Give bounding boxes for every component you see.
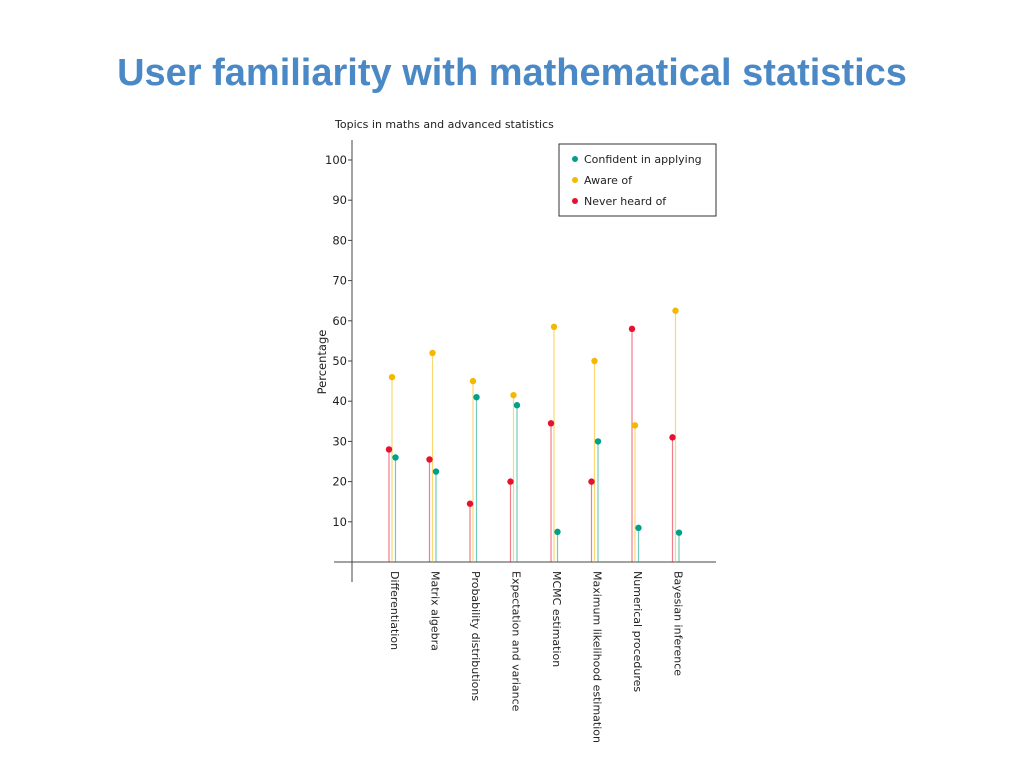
y-tick-label: 10 — [332, 515, 347, 529]
category-label: Maximum likelihood estimation — [591, 571, 604, 743]
legend-marker — [572, 177, 578, 183]
data-point — [429, 349, 436, 357]
data-point — [469, 377, 477, 385]
category-label: Probability distributions — [469, 571, 482, 701]
category-label: Numerical procedures — [631, 571, 644, 692]
data-point — [588, 478, 595, 485]
data-point — [432, 468, 440, 475]
y-tick-label: 50 — [332, 354, 347, 368]
legend-box — [558, 143, 717, 217]
chart-legend: Confident in applying Aware of Never heard… — [558, 143, 717, 217]
y-tick-label: 60 — [332, 314, 347, 328]
data-point — [513, 402, 521, 409]
chart-points — [385, 307, 683, 536]
data-point — [631, 422, 639, 429]
data-point — [466, 500, 474, 507]
data-point — [510, 391, 517, 399]
chart-axes: 10 20 30 40 50 60 70 80 90 100 — [325, 140, 716, 582]
y-axis-title: Percentage — [315, 330, 329, 395]
data-point — [507, 478, 514, 485]
data-point — [591, 357, 598, 365]
chart-stems — [388, 310, 680, 562]
legend-label: Aware of — [584, 174, 633, 187]
data-point — [392, 454, 399, 461]
y-tick-label: 80 — [332, 233, 347, 247]
y-tick-label: 70 — [332, 274, 347, 288]
y-tick-label: 100 — [325, 153, 347, 167]
data-point — [473, 393, 480, 401]
data-point — [426, 456, 433, 463]
category-labels: Differentiation Matrix algebra Probability… — [388, 571, 685, 743]
data-point — [672, 307, 679, 314]
category-label: Bayesian inference — [672, 571, 685, 676]
data-point — [554, 528, 561, 536]
category-label: MCMC estimation — [550, 571, 563, 667]
category-label: Matrix algebra — [429, 571, 442, 651]
data-point — [675, 529, 683, 536]
chart-subtitle: Topics in maths and advanced statistics — [334, 118, 554, 131]
data-point — [547, 420, 555, 427]
legend-marker — [572, 156, 578, 162]
slide-title: User familiarity with mathematical stati… — [117, 52, 907, 94]
data-point — [669, 434, 676, 441]
y-tick-label: 20 — [332, 475, 347, 489]
y-tick-label: 30 — [332, 434, 347, 448]
y-tick-label: 90 — [332, 193, 347, 207]
data-point — [635, 524, 642, 532]
y-tick-label: 40 — [332, 394, 347, 408]
legend-label: Confident in applying — [584, 153, 702, 166]
category-label: Differentiation — [388, 571, 401, 650]
data-point — [385, 446, 393, 453]
data-point — [628, 325, 636, 333]
data-point — [594, 438, 602, 445]
legend-marker — [572, 198, 578, 204]
category-label: Expectation and variance — [510, 571, 523, 712]
data-point — [388, 373, 396, 381]
data-point — [550, 323, 558, 331]
legend-label: Never heard of — [584, 195, 667, 208]
